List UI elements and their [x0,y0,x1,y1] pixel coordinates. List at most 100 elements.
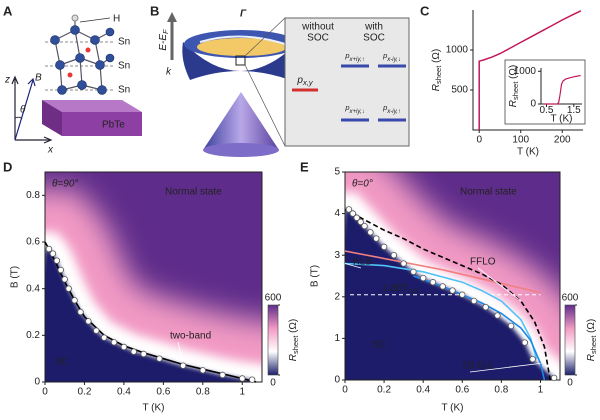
level-label: px,y [296,75,313,87]
data-point [482,304,489,311]
inset-frame [504,59,586,125]
data-point [380,243,388,251]
label-main: p [296,75,303,86]
x-tick-label: 1 [538,385,544,396]
label-unit: (Ω) [586,319,597,336]
annotation: Normal state [165,187,222,198]
y-axis-label: Rsheet (Ω) [431,49,443,92]
leader-line [477,267,522,302]
fit-line [344,250,541,294]
data-point [179,362,187,369]
colorbar-tick-label: 0 [567,378,573,389]
series-label: 2D G-L [462,361,495,372]
data-point [361,222,368,230]
series-label: FFLO [470,257,496,268]
y-axis-label: B (T) [10,266,21,288]
fit-line [344,262,538,360]
data-point [367,229,374,236]
column-header: SOC [363,33,385,44]
label-main: 1.86T [382,283,408,294]
data-point [199,367,207,374]
label-sub: x-iy,↑ [386,109,401,115]
axis-label: θ [20,105,26,116]
data-point [439,283,446,290]
data-point [429,279,437,286]
series-label: two-band [170,331,211,342]
x-tick-label: 0.4 [416,385,430,396]
data-point [248,376,256,383]
column-header: without [301,22,334,33]
y-tick-label: 2 [334,291,340,302]
label-unit: (Ω) [431,49,442,66]
x-tick-label: 0.4 [117,387,131,398]
y-tick-label: 3 [334,250,340,261]
x-tick-label: 0.8 [494,385,508,396]
level-label: px-iy,↓ [382,51,401,63]
label-main: R [586,354,597,361]
colorbar-tick-label: 600 [265,293,282,304]
series-label: KLB [353,257,372,268]
data-point [100,334,108,341]
panel-label: A [3,3,13,18]
x-tick-label: 0.8 [196,387,210,398]
data-point [507,322,515,330]
atom-label: H [113,14,120,25]
y-tick-label: 0 [334,375,340,386]
band-illustration [167,12,410,157]
y-tick-label: 5 [334,167,340,178]
x-tick-label: 0.6 [156,387,170,398]
y-tick-label: 0.2 [26,330,40,341]
data-point [61,276,68,283]
fit-line [344,208,551,381]
data-point [53,257,61,264]
data-point [410,268,417,276]
data-point [130,348,137,355]
label-sub: F [161,29,170,34]
data-point [353,214,360,221]
label-sub: x+iy,↑ [349,57,365,63]
x-tick-label: 1 [239,387,245,398]
label-main: R [508,100,519,107]
energy-axis-label: E-EF [158,29,170,51]
data-point [419,274,427,282]
annotation: θ=90° [52,179,78,190]
annotation: SC [55,357,69,368]
data-point [550,374,558,382]
data-point [65,285,72,292]
label-sub: sheet [434,65,443,84]
data-point [239,375,246,382]
colorbar [564,304,576,376]
data-point [470,297,478,305]
x-tick-label: 0 [342,385,348,396]
momentum-axis-label: k [166,67,172,78]
data-point [110,339,118,346]
axis-label: B [35,73,42,84]
data-point [77,308,84,316]
y-tick-label: 0 [530,99,536,110]
plot-frame [44,171,263,383]
x-tick-label: 0.6 [455,385,469,396]
axis-label: x [47,145,54,156]
data-point [219,371,226,379]
data-point [459,291,466,298]
plot-frame [344,171,561,381]
label-unit: (Ω) [288,319,299,336]
label-sub: x-iy,↓ [386,57,401,63]
x-tick-label: 1.5 [567,105,581,116]
data-line [478,10,582,130]
heatmap-shading [45,249,253,382]
data-point [373,235,380,242]
data-point [449,287,456,294]
x-tick-label: 0.2 [78,387,92,398]
substrate-label: PbTe [102,120,125,131]
y-tick-label: 0.6 [26,237,40,248]
colorbar-label: Rsheet (Ω) [288,319,300,362]
label-main: p [382,103,387,112]
data-point [400,260,407,267]
y-tick-label: 500 [451,85,468,96]
data-point [71,297,78,304]
label-main: p [382,51,387,60]
y-axis-label: Rsheet (Ω) [508,65,520,108]
column-header: SOC [307,33,329,44]
